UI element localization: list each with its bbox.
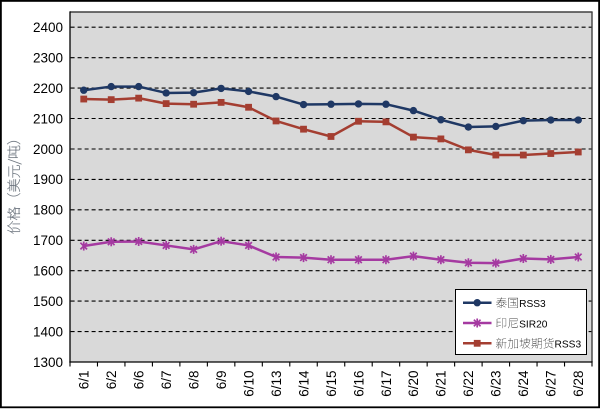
svg-text:1500: 1500 <box>33 294 63 309</box>
svg-text:1900: 1900 <box>33 172 63 187</box>
svg-text:6/8: 6/8 <box>186 371 201 390</box>
svg-text:6/17: 6/17 <box>379 371 394 397</box>
svg-text:6/13: 6/13 <box>269 371 284 397</box>
svg-text:6/20: 6/20 <box>406 371 421 397</box>
svg-text:6/9: 6/9 <box>214 371 229 390</box>
svg-text:RSS3: RSS3 <box>555 340 582 351</box>
svg-text:6/6: 6/6 <box>131 371 146 390</box>
svg-text:6/27: 6/27 <box>544 371 559 397</box>
svg-text:6/22: 6/22 <box>461 371 476 397</box>
svg-text:6/7: 6/7 <box>159 371 174 390</box>
svg-text:6/28: 6/28 <box>571 371 586 397</box>
svg-text:1600: 1600 <box>33 264 63 279</box>
svg-text:2400: 2400 <box>33 20 63 35</box>
svg-text:6/10: 6/10 <box>241 371 256 397</box>
svg-text:1400: 1400 <box>33 324 63 339</box>
svg-text:6/15: 6/15 <box>324 371 339 397</box>
svg-text:1800: 1800 <box>33 203 63 218</box>
svg-text:6/16: 6/16 <box>351 371 366 397</box>
svg-text:2200: 2200 <box>33 81 63 96</box>
svg-text:1300: 1300 <box>33 355 63 370</box>
svg-text:6/21: 6/21 <box>434 371 449 397</box>
svg-text:1700: 1700 <box>33 233 63 248</box>
svg-text:2100: 2100 <box>33 111 63 126</box>
svg-text:6/1: 6/1 <box>77 371 92 390</box>
svg-text:6/14: 6/14 <box>296 370 311 397</box>
svg-text:SIR20: SIR20 <box>519 319 548 330</box>
svg-text:6/2: 6/2 <box>104 371 119 390</box>
svg-text:2300: 2300 <box>33 51 63 66</box>
svg-text:6/23: 6/23 <box>489 371 504 397</box>
svg-text:2000: 2000 <box>33 142 63 157</box>
svg-text:RSS3: RSS3 <box>519 299 546 310</box>
svg-text:6/24: 6/24 <box>516 370 531 397</box>
